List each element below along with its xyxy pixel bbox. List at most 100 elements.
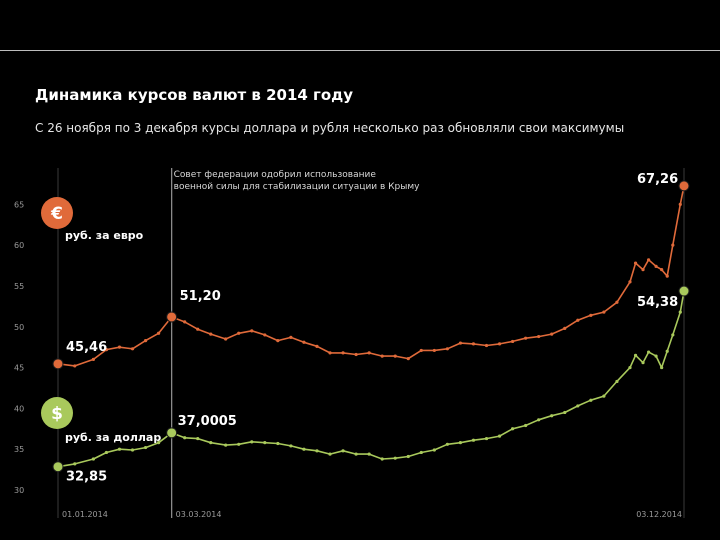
labeled-point-marker xyxy=(52,358,64,370)
series-point xyxy=(341,449,345,453)
labeled-point-marker xyxy=(166,427,178,439)
series-point xyxy=(563,326,567,330)
y-tick-label: 40 xyxy=(14,404,24,413)
annotation-text-line: военной силы для стабилизации ситуации в… xyxy=(174,182,421,192)
series-point xyxy=(104,450,109,455)
series-point xyxy=(315,344,319,348)
series-point xyxy=(641,268,645,272)
series-point xyxy=(524,336,528,340)
series-point xyxy=(250,440,254,444)
series-point xyxy=(615,300,619,304)
series-point xyxy=(471,342,476,346)
series-point xyxy=(576,404,580,408)
series-point xyxy=(143,445,148,450)
series-name-label: руб. за евро xyxy=(65,229,144,242)
series-point xyxy=(647,258,651,262)
series-point xyxy=(250,329,254,333)
series-point xyxy=(660,365,664,370)
series-point xyxy=(276,339,280,343)
series-point xyxy=(315,449,319,453)
series-point xyxy=(671,243,675,247)
series-point xyxy=(183,320,187,324)
page-title: Динамика курсов валют в 2014 году xyxy=(35,86,354,104)
series-point xyxy=(628,280,632,284)
series-point xyxy=(196,436,200,441)
series-point xyxy=(157,441,161,445)
series-point xyxy=(458,441,463,445)
series-point xyxy=(117,345,122,349)
series-point xyxy=(406,356,410,361)
top-divider xyxy=(0,50,720,51)
series-point xyxy=(671,333,675,337)
series-point xyxy=(432,348,436,353)
series-point xyxy=(302,340,306,344)
series-point xyxy=(537,418,541,422)
series-point xyxy=(628,365,632,370)
series-point xyxy=(615,379,619,384)
series-point xyxy=(209,332,213,336)
series-point xyxy=(224,443,228,447)
series-point xyxy=(602,394,606,398)
y-tick-label: 55 xyxy=(14,282,24,291)
series-point xyxy=(641,361,645,365)
page-subtitle: С 26 ноября по 3 декабря курсы доллара и… xyxy=(35,121,625,135)
series-point xyxy=(550,332,554,336)
series-point xyxy=(602,310,606,314)
series-point xyxy=(73,462,77,466)
y-tick-label: 30 xyxy=(14,486,24,495)
x-date-label: 03.03.2014 xyxy=(176,510,222,519)
series-point xyxy=(497,434,502,438)
series-point xyxy=(445,347,449,351)
series-point xyxy=(276,441,280,446)
series-point xyxy=(678,310,682,314)
series-point xyxy=(367,452,371,456)
series-point xyxy=(393,354,397,358)
data-value-label: 32,85 xyxy=(66,470,107,485)
series-point xyxy=(157,331,161,335)
series-point xyxy=(510,339,515,344)
series-point xyxy=(406,454,410,459)
y-tick-label: 35 xyxy=(14,445,24,454)
series-point xyxy=(458,341,463,345)
labeled-point-marker xyxy=(166,311,178,323)
x-date-label: 01.01.2014 xyxy=(62,510,108,519)
series-point xyxy=(263,333,267,337)
series-point xyxy=(510,427,515,431)
series-point xyxy=(576,318,580,322)
currency-symbol: $ xyxy=(51,404,63,424)
series-point xyxy=(497,342,502,346)
y-tick-label: 65 xyxy=(14,200,24,209)
series-point xyxy=(117,447,122,451)
series-point xyxy=(484,436,489,441)
annotation-text-line: Совет федерации одобрил использование xyxy=(174,170,377,180)
series-point xyxy=(380,457,384,461)
series-point xyxy=(665,274,669,278)
series-point xyxy=(367,351,371,355)
series-point xyxy=(633,353,638,357)
series-point xyxy=(209,441,213,445)
series-point xyxy=(73,364,77,368)
series-point xyxy=(289,444,293,448)
series-name-label: руб. за доллар xyxy=(65,431,161,444)
data-value-label: 51,20 xyxy=(180,289,221,304)
labeled-point-marker xyxy=(678,180,690,192)
series-point xyxy=(654,264,658,268)
series-point xyxy=(328,452,332,456)
series-point xyxy=(289,335,293,339)
series-point xyxy=(380,354,384,358)
series-point xyxy=(196,327,200,331)
series-line-euro xyxy=(57,185,685,367)
series-point xyxy=(224,337,228,341)
series-point xyxy=(678,202,682,206)
series-point xyxy=(633,261,638,265)
series-point xyxy=(550,414,554,418)
series-point xyxy=(432,448,436,452)
series-point xyxy=(537,334,541,339)
series-point xyxy=(647,350,651,354)
currency-symbol: € xyxy=(50,204,63,224)
series-point xyxy=(143,339,148,343)
series-point xyxy=(393,456,397,460)
labeled-point-marker xyxy=(52,461,64,473)
series-point xyxy=(484,343,489,348)
series-point xyxy=(660,268,664,272)
